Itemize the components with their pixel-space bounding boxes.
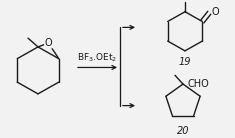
Text: O: O <box>211 7 219 17</box>
Text: 19: 19 <box>179 57 191 67</box>
Text: 20: 20 <box>177 126 189 136</box>
Text: CHO: CHO <box>187 79 209 89</box>
Text: O: O <box>45 38 52 48</box>
Text: BF$_3$.OEt$_2$: BF$_3$.OEt$_2$ <box>77 51 118 64</box>
